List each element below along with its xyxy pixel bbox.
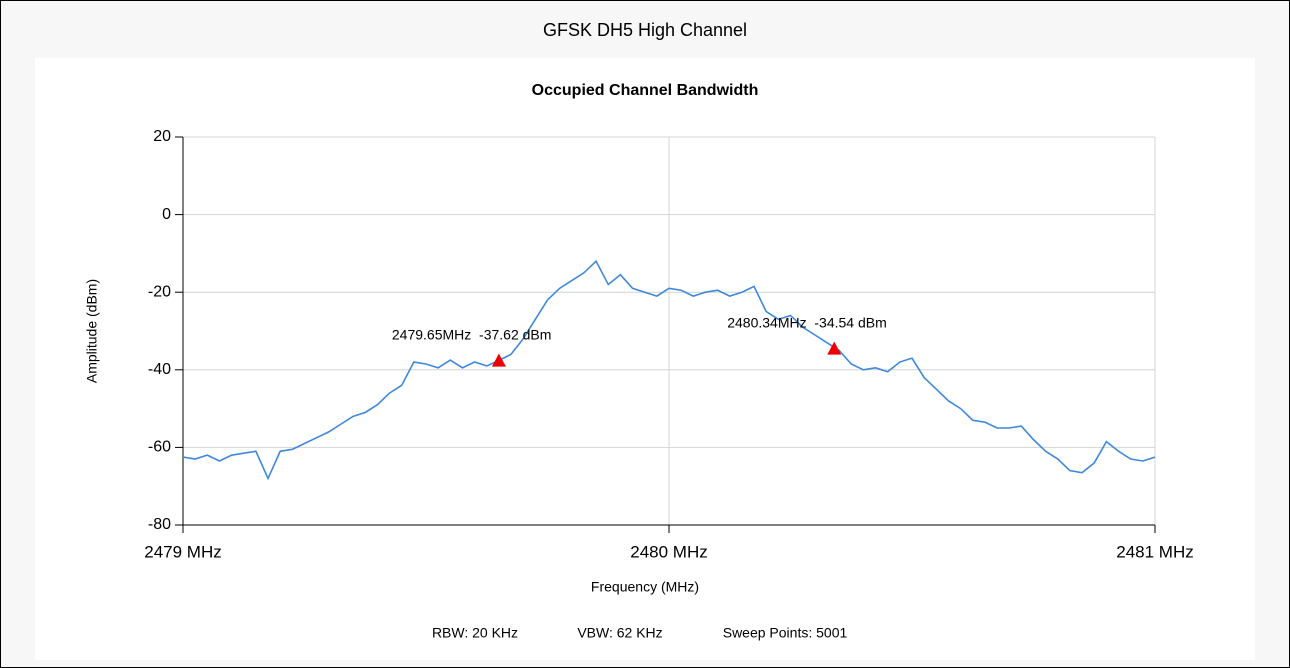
marker-label: 2479.65MHz -37.62 dBm <box>392 326 552 342</box>
y-tick-label: -20 <box>148 283 171 300</box>
marker <box>827 341 842 355</box>
chart-title: Occupied Channel Bandwidth <box>532 82 759 99</box>
x-tick-label: 2480 MHz <box>630 542 707 561</box>
marker <box>491 353 506 367</box>
chart-panel <box>35 58 1255 660</box>
y-axis-label: Amplitude (dBm) <box>84 279 100 383</box>
footer-text: Sweep Points: 5001 <box>723 625 848 641</box>
y-tick-label: 0 <box>162 206 171 223</box>
x-axis-label: Frequency (MHz) <box>591 579 699 595</box>
y-tick-label: -60 <box>148 439 171 456</box>
x-tick-label: 2481 MHz <box>1116 542 1193 561</box>
header: GFSK DH5 High Channel <box>543 20 747 40</box>
marker-label: 2480.34MHz -34.54 dBm <box>727 314 887 330</box>
footer-text: RBW: 20 KHz <box>432 625 518 641</box>
y-tick-label: -80 <box>148 516 171 533</box>
y-tick-label: -40 <box>148 361 171 378</box>
y-tick-label: 20 <box>153 128 171 145</box>
footer-text: VBW: 62 KHz <box>577 625 662 641</box>
x-tick-label: 2479 MHz <box>144 542 221 561</box>
trace <box>182 259 1156 481</box>
